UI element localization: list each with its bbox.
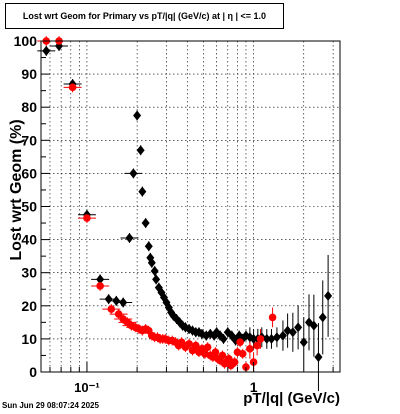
data-point-red (107, 305, 116, 313)
data-point-red (268, 313, 277, 322)
y-tick-label: 40 (21, 232, 37, 248)
data-point-red (83, 214, 91, 222)
x-tick-label: 1 (250, 379, 258, 395)
axes: 0 10 20 30 40 50 60 70 80 90 100 10⁻¹ 1 (14, 33, 334, 395)
y-tick-label: 0 (29, 364, 37, 380)
data-point-red (218, 351, 227, 360)
data-point-red (114, 310, 123, 318)
data-point-red (68, 83, 77, 92)
data-point-red (185, 340, 193, 348)
timestamp: Sun Jun 29 08:07:24 2025 (2, 401, 99, 410)
data-point-black (119, 297, 128, 308)
data-point-black (299, 337, 308, 348)
data-point-red (203, 343, 212, 351)
data-point-black (125, 232, 134, 243)
data-point-red (256, 335, 265, 343)
error-bars (37, 36, 330, 392)
data-point-red (253, 341, 261, 350)
data-point-black (136, 145, 145, 156)
data-points (42, 37, 333, 371)
y-tick-label: 90 (21, 66, 37, 82)
data-point-black (133, 110, 142, 121)
data-point-black (141, 218, 150, 229)
x-tick-label: 10⁻¹ (74, 380, 100, 395)
data-point-black (150, 266, 159, 277)
y-tick-label: 60 (21, 165, 37, 181)
data-point-red (96, 282, 104, 290)
data-point-black (278, 330, 287, 341)
data-point-black (294, 322, 303, 333)
data-point-black (267, 333, 276, 344)
data-point-red (211, 348, 220, 356)
data-point-black (324, 290, 333, 301)
data-point-black (42, 45, 51, 56)
data-point-black (262, 333, 271, 344)
data-point-red (230, 358, 239, 366)
y-tick-label: 50 (21, 199, 37, 215)
y-tick-label: 80 (21, 99, 37, 115)
y-axis-label: Lost wrt Geom (%) (8, 119, 25, 261)
data-point-red (238, 349, 247, 358)
data-point-red (192, 341, 200, 350)
y-tick-label: 10 (21, 331, 37, 347)
data-point-black (318, 312, 327, 323)
data-point-black (288, 327, 297, 338)
data-point-red (246, 345, 254, 353)
y-tick-label: 30 (21, 265, 37, 281)
y-tick-label: 20 (21, 298, 37, 314)
data-point-black (138, 186, 147, 197)
grid (41, 41, 340, 372)
data-point-black (147, 257, 156, 268)
data-point-red (236, 338, 244, 347)
data-point-black (129, 168, 138, 179)
data-point-black (96, 274, 105, 285)
data-point-black (152, 274, 161, 285)
data-point-black (219, 333, 228, 344)
data-point-black (309, 320, 318, 331)
data-point-black (112, 295, 121, 306)
data-point-black (314, 352, 323, 363)
data-point-black (144, 241, 153, 252)
chart-title: Lost wrt Geom for Primary vs pT/|q| (GeV… (5, 3, 284, 29)
data-point-black (104, 294, 113, 305)
data-point-black (272, 332, 281, 343)
x-axis-label: pT/|q| (GeV/c) (243, 390, 340, 407)
y-tick-label: 100 (14, 33, 38, 49)
data-point-black (249, 333, 258, 344)
y-tick-label: 70 (21, 132, 37, 148)
